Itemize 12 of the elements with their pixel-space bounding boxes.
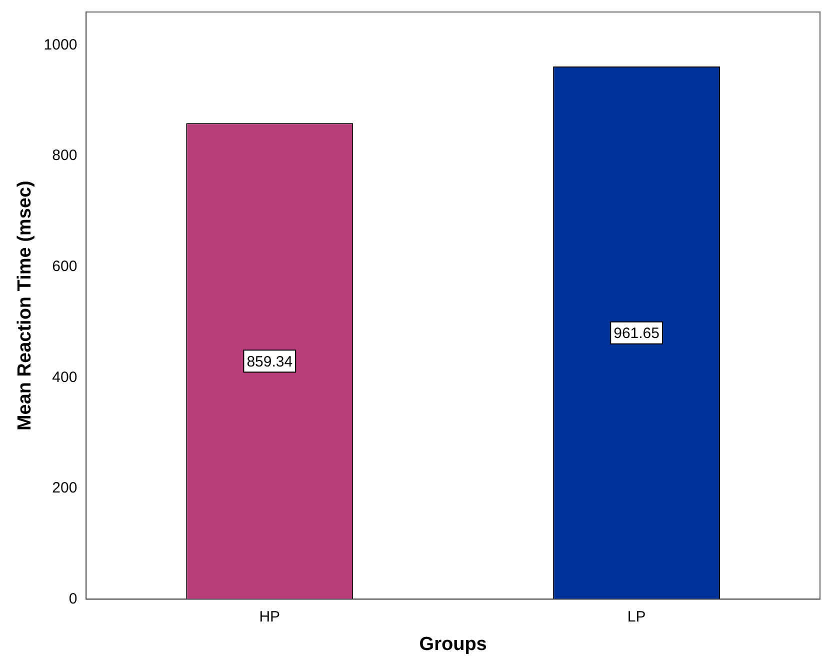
x-axis-title: Groups	[419, 634, 487, 655]
y-tick-label: 400	[52, 368, 78, 386]
y-tick-label: 0	[68, 590, 78, 608]
y-tick-label: 800	[52, 147, 78, 164]
x-tick-label: HP	[259, 608, 280, 626]
data-label: 859.34	[246, 353, 293, 370]
x-tick-label: LP	[627, 608, 646, 626]
y-tick-label: 1000	[44, 36, 78, 54]
y-axis-title: Mean Reaction Time (msec)	[14, 180, 36, 431]
y-tick-label: 600	[52, 258, 78, 275]
data-label: 961.65	[614, 324, 660, 342]
y-tick-label: 200	[52, 480, 78, 497]
